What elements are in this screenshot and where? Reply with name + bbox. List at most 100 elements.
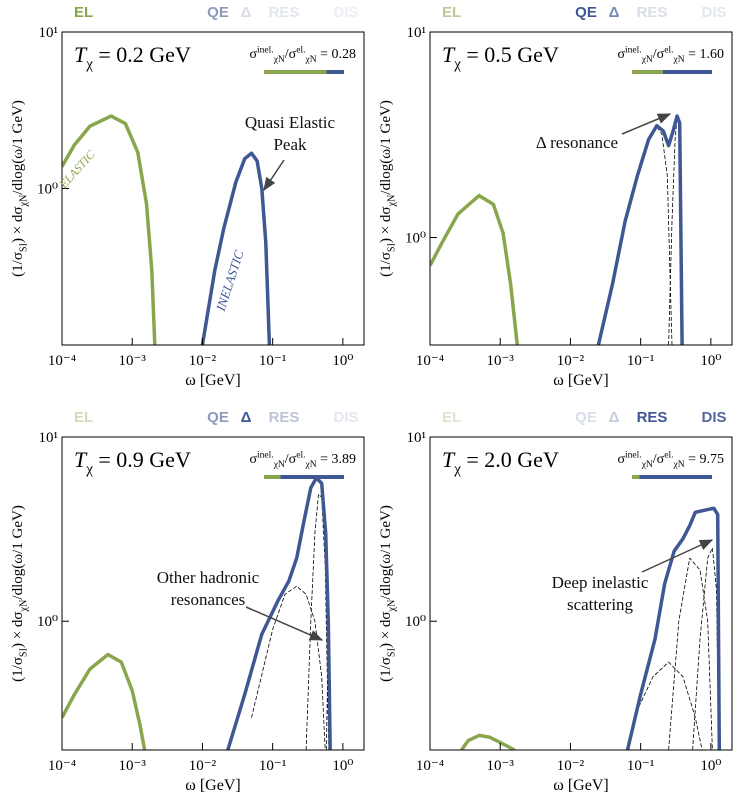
process-label: RES: [269, 409, 300, 426]
text-part: χN: [672, 55, 684, 65]
process-label: QE: [207, 4, 229, 21]
text-part: (1/σ: [378, 657, 394, 682]
process-label: DIS: [701, 4, 726, 21]
text-part: T: [74, 447, 88, 472]
process-label: EL: [442, 4, 461, 21]
y-tick-label: 10¹: [39, 25, 59, 41]
text-part: = 0.28: [317, 47, 356, 62]
text-part: el.: [664, 451, 673, 461]
arrow: [621, 113, 672, 135]
text-part: /σ: [285, 47, 297, 62]
text-part: inel.: [257, 46, 274, 56]
text-part: SI: [387, 647, 398, 657]
panel-title: Tχ = 2.0 GeV: [442, 447, 559, 478]
text-part: el.: [296, 46, 305, 56]
text-part: χN: [304, 460, 316, 470]
text-part: χ: [85, 57, 93, 73]
text-part: = 1.60: [685, 47, 724, 62]
ratio-label: σinel.χN/σel.χN = 3.89: [249, 451, 356, 471]
x-tick-label: 10⁰: [700, 353, 721, 369]
plot-area: [62, 114, 272, 345]
text-part: χ: [453, 462, 461, 478]
text-part: χN: [672, 460, 684, 470]
text-part: el.: [664, 46, 673, 56]
x-tick-label: 10⁻¹: [259, 353, 286, 369]
curve: [62, 652, 147, 750]
text-part: = 0.9 GeV: [93, 447, 191, 472]
text-part: = 9.75: [685, 452, 724, 467]
process-label: QE: [575, 4, 597, 21]
annotation: Deep inelastic: [552, 573, 649, 592]
ratio-bar-elastic: [632, 475, 640, 479]
x-axis-label: ω [GeV]: [185, 777, 240, 794]
text-part: χN: [273, 460, 285, 470]
process-label: RES: [637, 4, 668, 21]
text-part: ) × dσ: [10, 611, 26, 648]
text-part: σ: [249, 47, 257, 62]
text-part: el.: [296, 451, 305, 461]
axes-frame: [429, 31, 733, 346]
ratio-bar-inelastic: [326, 70, 344, 74]
process-label: EL: [74, 4, 93, 21]
text-part: SI: [19, 242, 30, 252]
x-tick-label: 10⁰: [700, 758, 721, 774]
text-part: SI: [387, 242, 398, 252]
component-curve: [692, 547, 720, 750]
ratio-bar-inelastic: [639, 475, 712, 479]
ratio-label: σinel.χN/σel.χN = 1.60: [617, 46, 724, 66]
x-tick-label: 10⁻³: [119, 758, 147, 774]
text-part: /dlog(ω/1 GeV): [10, 505, 26, 599]
text-part: χN: [19, 599, 30, 613]
text-part: /dlog(ω/1 GeV): [378, 100, 394, 194]
text-part: ) × dσ: [378, 611, 394, 648]
annotation: Quasi Elastic: [245, 113, 336, 132]
curve: [430, 193, 520, 345]
y-tick-label: 10⁰: [405, 614, 426, 630]
plot-area: [430, 114, 684, 345]
y-tick-label: 10¹: [407, 25, 427, 41]
ratio-label: σinel.χN/σel.χN = 9.75: [617, 451, 724, 471]
curve: [459, 733, 516, 750]
curve: [596, 114, 684, 345]
text-part: ) × dσ: [10, 206, 26, 243]
panel-title: Tχ = 0.2 GeV: [74, 42, 191, 73]
text-part: SI: [19, 647, 30, 657]
curve: [200, 151, 272, 345]
text-part: χN: [387, 194, 398, 208]
process-label: DIS: [333, 4, 358, 21]
y-tick-label: 10⁰: [405, 231, 426, 247]
x-tick-label: 10⁻²: [189, 353, 217, 369]
process-label: Δ: [241, 409, 252, 426]
process-label: RES: [269, 4, 300, 21]
x-tick-label: 10⁻¹: [627, 758, 654, 774]
x-axis-label: ω [GeV]: [185, 372, 240, 389]
text-part: σ: [617, 47, 625, 62]
y-axis-label: (1/σSI) × dσχN/dlog(ω/1 GeV): [378, 100, 398, 277]
text-part: /σ: [285, 452, 297, 467]
text-part: = 3.89: [317, 452, 356, 467]
component-curve: [305, 493, 330, 750]
y-axis-label: (1/σSI) × dσχN/dlog(ω/1 GeV): [10, 505, 30, 682]
y-tick-label: 10¹: [39, 430, 59, 446]
text-part: χ: [85, 462, 93, 478]
annotation: Δ resonance: [536, 133, 618, 152]
text-part: (1/σ: [378, 252, 394, 277]
process-label: DIS: [333, 409, 358, 426]
process-label: RES: [637, 409, 668, 426]
text-part: = 0.2 GeV: [93, 42, 191, 67]
text-part: = 2.0 GeV: [461, 447, 559, 472]
x-tick-label: 10⁻³: [487, 353, 515, 369]
x-tick-label: 10⁰: [332, 353, 353, 369]
process-label: Δ: [609, 409, 620, 426]
component-curve: [668, 557, 713, 750]
text-part: (1/σ: [10, 657, 26, 682]
x-tick-label: 10⁻⁴: [48, 758, 76, 774]
plot-area: [62, 476, 332, 750]
process-label: DIS: [701, 409, 726, 426]
text-part: χN: [19, 194, 30, 208]
process-label: Δ: [609, 4, 620, 21]
text-part: σ: [249, 452, 257, 467]
text-part: χN: [304, 55, 316, 65]
text-part: T: [442, 42, 456, 67]
